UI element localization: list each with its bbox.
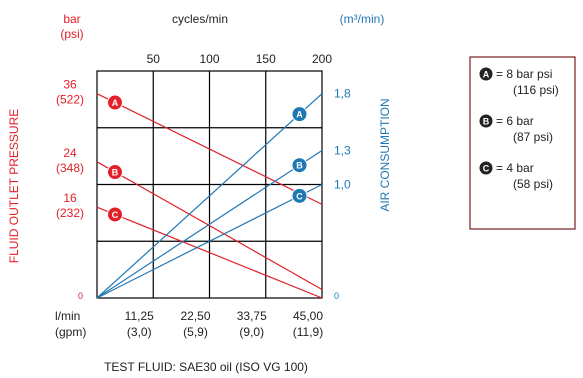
bottom-tick-alt-label: (9,0) bbox=[239, 325, 264, 339]
left-tick-alt-label: (522) bbox=[56, 93, 84, 107]
top-tick-label: 50 bbox=[147, 52, 161, 66]
top-tick-label: 150 bbox=[256, 52, 276, 66]
series-lines bbox=[96, 93, 323, 299]
air-line-b bbox=[96, 149, 323, 299]
marker-letter: C bbox=[296, 191, 303, 201]
left-tick-label: 36 bbox=[63, 78, 77, 92]
bottom-tick-label: 22,50 bbox=[180, 309, 210, 323]
bottom-tick-alt-label: (5,9) bbox=[183, 325, 208, 339]
left-axis-unit: bar bbox=[63, 12, 80, 26]
bottom-tick-label: 45,00 bbox=[293, 309, 323, 323]
left-axis-ticks: 36(522) 24(348) 16(232) 0 bbox=[56, 78, 84, 301]
legend-label: = 6 bar bbox=[496, 114, 534, 128]
bottom-tick-label: 11,25 bbox=[125, 309, 154, 323]
right-axis-ticks: 1,8 1,3 1,0 0 bbox=[334, 87, 351, 301]
marker-circle bbox=[107, 206, 123, 223]
pressure-line-a bbox=[96, 93, 323, 205]
air-line-a bbox=[96, 93, 323, 299]
marker-letter: A bbox=[296, 110, 303, 120]
top-axis-ticks: 50 100 150 200 bbox=[147, 52, 333, 66]
test-fluid-note: TEST FLUID: SAE30 oil (ISO VG 100) bbox=[104, 360, 308, 374]
marker-letter: B bbox=[112, 168, 119, 178]
left-tick-label: 24 bbox=[63, 146, 77, 160]
marker-circle bbox=[107, 164, 123, 181]
legend-marker bbox=[479, 67, 493, 81]
left-tick-alt-label: (348) bbox=[56, 161, 84, 175]
legend-sub-label: (58 psi) bbox=[513, 177, 553, 191]
right-axis-unit: (m³/min) bbox=[340, 12, 385, 26]
legend-box bbox=[469, 56, 576, 230]
marker-circle bbox=[291, 106, 308, 123]
bottom-tick-label: 33,75 bbox=[237, 309, 267, 323]
legend-marker bbox=[479, 161, 493, 175]
bottom-axis-ticks: 11,25 (3,0) 22,50 (5,9) 33,75 (9,0) 45,00 (11,9… bbox=[125, 309, 324, 339]
legend-item-b: B = 6 bar (87 psi) bbox=[479, 114, 553, 144]
marker-letter: A bbox=[112, 98, 119, 108]
left-tick-alt-label: (232) bbox=[56, 206, 84, 220]
legend-label: = 8 bar psi bbox=[496, 67, 552, 81]
legend-sub-label: (116 psi) bbox=[513, 83, 559, 97]
left-tick-label: 16 bbox=[63, 191, 77, 205]
pressure-line-c bbox=[96, 206, 323, 299]
grid bbox=[96, 70, 323, 299]
right-tick-label: 1,3 bbox=[334, 143, 351, 157]
pressure-marker-c: C bbox=[107, 206, 123, 223]
legend-item-a: A = 8 bar psi (116 psi) bbox=[479, 67, 559, 97]
bottom-axis-unit-alt: (gpm) bbox=[55, 325, 86, 339]
bottom-tick-alt-label: (11,9) bbox=[293, 325, 323, 339]
marker-circle bbox=[291, 157, 308, 174]
legend-marker bbox=[479, 114, 493, 128]
pressure-marker-b: B bbox=[107, 164, 123, 181]
air-marker-b: B bbox=[291, 157, 308, 174]
left-axis-unit-alt: (psi) bbox=[60, 27, 83, 41]
left-tick-label: 0 bbox=[78, 291, 83, 301]
legend-marker-letter: A bbox=[483, 70, 490, 80]
right-axis-title: AIR CONSUMPTION bbox=[378, 98, 392, 211]
air-marker-a: A bbox=[291, 106, 308, 123]
top-axis-label: cycles/min bbox=[172, 12, 228, 26]
series-markers: A B C A B C bbox=[107, 94, 308, 223]
legend-marker-letter: C bbox=[483, 164, 490, 174]
marker-circle bbox=[291, 187, 308, 204]
marker-letter: B bbox=[296, 161, 303, 171]
air-marker-c: C bbox=[291, 187, 308, 204]
legend: A = 8 bar psi (116 psi) B = 6 bar (87 psi) C = … bbox=[469, 56, 576, 230]
legend-item-c: C = 4 bar (58 psi) bbox=[479, 161, 553, 191]
pressure-marker-a: A bbox=[107, 94, 123, 111]
right-tick-label: 0 bbox=[334, 291, 339, 301]
legend-label: = 4 bar bbox=[496, 161, 534, 175]
marker-circle bbox=[107, 94, 123, 111]
air-line-c bbox=[96, 183, 323, 299]
left-axis-title: FLUID OUTLET PRESSURE bbox=[7, 109, 21, 263]
top-tick-label: 200 bbox=[312, 52, 332, 66]
legend-sub-label: (87 psi) bbox=[513, 130, 553, 144]
bottom-tick-alt-label: (3,0) bbox=[127, 325, 152, 339]
marker-letter: C bbox=[112, 210, 119, 220]
top-tick-label: 100 bbox=[199, 52, 219, 66]
bottom-axis-unit: l/min bbox=[55, 309, 80, 323]
right-tick-label: 1,8 bbox=[334, 87, 351, 101]
right-tick-label: 1,0 bbox=[334, 178, 351, 192]
legend-marker-letter: B bbox=[483, 117, 490, 127]
pressure-line-b bbox=[96, 161, 323, 291]
